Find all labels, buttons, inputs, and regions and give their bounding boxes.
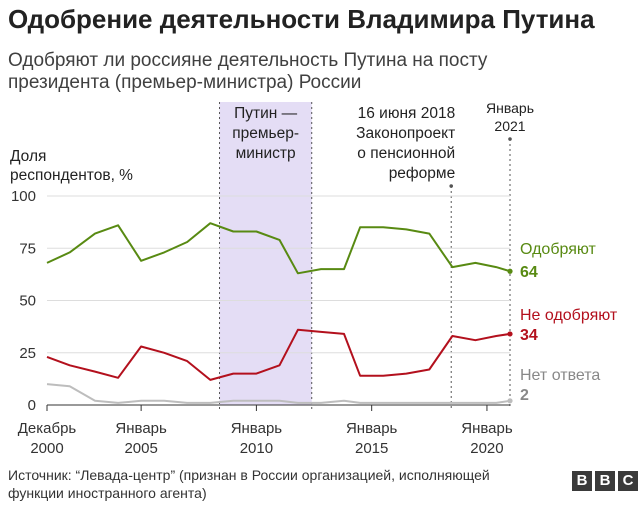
- x-tick-label: 2015: [355, 440, 388, 457]
- x-tick-label: 2010: [240, 440, 273, 457]
- series-last-value: 2: [520, 387, 529, 404]
- series-label: Одобряют: [520, 241, 597, 258]
- annotation-label: Январь: [486, 100, 534, 116]
- pm-period-band: [219, 102, 312, 405]
- series-label: Нет ответа: [520, 367, 600, 384]
- x-tick-label: Январь: [115, 420, 167, 437]
- chart-title: Одобрение деятельности Владимира Путина: [8, 4, 595, 34]
- band-label: Путин —: [234, 105, 298, 122]
- x-tick-label: 2020: [470, 440, 503, 457]
- bbc-logo-letter: B: [572, 471, 592, 491]
- bbc-logo: B B C: [572, 471, 638, 491]
- x-tick-label: 2005: [124, 440, 157, 457]
- source-note: Источник: “Левада-центр” (признан в Росс…: [8, 467, 490, 501]
- series-end-point: [507, 331, 513, 337]
- series-label: Не одобряют: [520, 307, 618, 324]
- x-tick-label: Январь: [461, 420, 513, 437]
- series-last-value: 34: [520, 327, 538, 344]
- series-end-point: [507, 268, 513, 274]
- y-axis-label: респондентов, %: [10, 167, 133, 184]
- series-line-noanswer: [46, 383, 511, 404]
- series-line-approve: [46, 222, 511, 275]
- bbc-logo-letter: C: [618, 471, 638, 491]
- y-tick-label: 100: [11, 188, 36, 205]
- y-tick-label: 75: [19, 240, 36, 257]
- annotation-label: реформе: [389, 165, 456, 182]
- series-end-point: [507, 398, 513, 404]
- series-last-value: 64: [520, 264, 538, 281]
- bbc-logo-letter: B: [595, 471, 615, 491]
- annotation-label: 2021: [494, 118, 525, 134]
- approval-line-chart: Путин — премьер-министр 16 июня 2018 Законо…: [10, 100, 618, 457]
- annotation-label: 16 июня 2018: [358, 105, 456, 122]
- x-tick-label: Декабрь: [18, 420, 77, 437]
- y-axis-label: Доля: [10, 148, 46, 165]
- y-tick-label: 50: [19, 293, 36, 310]
- x-tick-label: Январь: [346, 420, 398, 437]
- chart-subtitle: Одобряют ли россияне деятельность Путина…: [8, 50, 488, 93]
- x-tick-label: Январь: [231, 420, 283, 437]
- y-tick-label: 25: [19, 345, 36, 362]
- x-tick-label: 2000: [30, 440, 63, 457]
- band-label: министр: [236, 145, 296, 162]
- series-line-disapprove: [46, 328, 511, 381]
- annotation-label: о пенсионной: [357, 145, 455, 162]
- band-label: премьер-: [232, 125, 299, 142]
- annotation-label: Законопроект: [356, 125, 455, 142]
- y-tick-label: 0: [28, 397, 36, 414]
